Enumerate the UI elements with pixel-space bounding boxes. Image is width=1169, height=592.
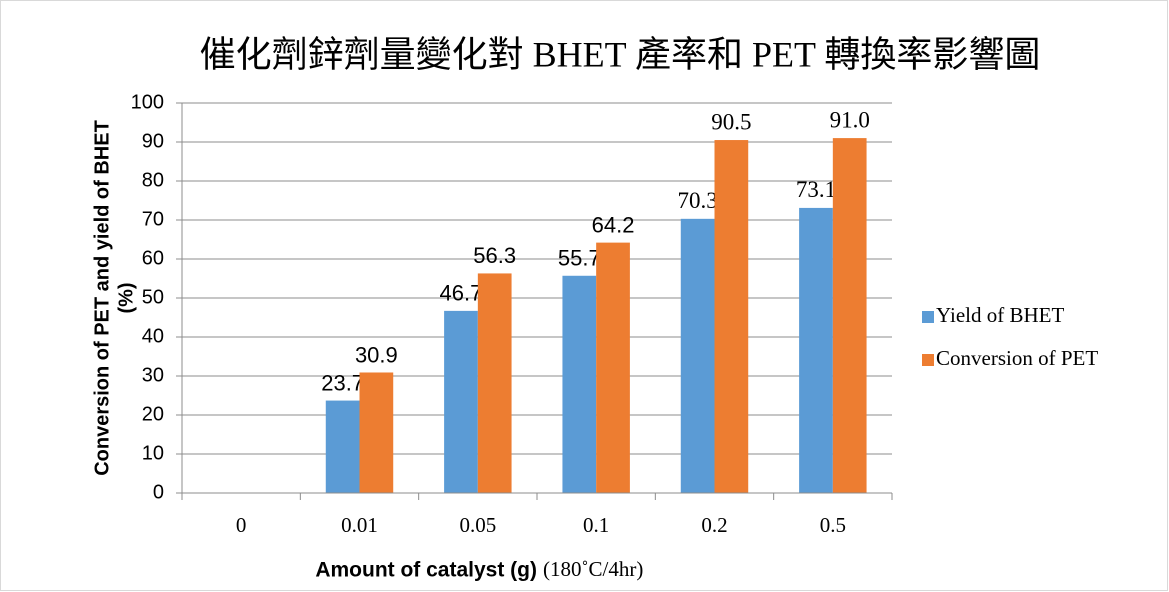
y-tick-label: 90 xyxy=(142,130,164,152)
data-label: 64.2 xyxy=(592,212,635,237)
legend-label: Yield of BHET xyxy=(936,303,1064,327)
legend-swatch xyxy=(922,354,934,366)
y-tick-label: 100 xyxy=(131,91,164,113)
x-axis-unit: (180˚C/4hr) xyxy=(543,557,643,581)
bar xyxy=(680,218,715,493)
chart-title: 催化劑鋅劑量變化對 BHET 產率和 PET 轉換率影響圖 xyxy=(200,34,1041,74)
x-tick-label: 0.1 xyxy=(583,513,609,537)
x-tick-label: 0.05 xyxy=(459,513,496,537)
y-tick-label: 30 xyxy=(142,364,164,386)
data-label: 23.7 xyxy=(321,370,364,395)
bar xyxy=(562,275,597,493)
legend-label: Conversion of PET xyxy=(936,346,1098,370)
bar xyxy=(325,400,360,493)
data-label: 90.5 xyxy=(711,109,751,134)
data-label: 46.7 xyxy=(440,281,483,306)
y-tick-label: 80 xyxy=(142,169,164,191)
x-tick-label: 0.5 xyxy=(820,513,846,537)
bar xyxy=(832,138,867,493)
y-axis-title: Conversion of PET and yield of BHET xyxy=(91,120,113,476)
y-tick-label: 50 xyxy=(142,286,164,308)
bar xyxy=(714,140,749,494)
y-tick-label: 70 xyxy=(142,208,164,230)
y-axis-unit: (%) xyxy=(115,282,137,313)
data-label: 73.1 xyxy=(796,177,836,202)
x-tick-label: 0.2 xyxy=(701,513,727,537)
data-label: 91.0 xyxy=(830,107,870,132)
legend-swatch xyxy=(922,311,934,323)
bar xyxy=(477,273,512,493)
x-axis-title: Amount of catalyst (g) xyxy=(315,559,537,582)
y-tick-label: 20 xyxy=(142,403,164,425)
x-tick-label: 0 xyxy=(236,513,247,537)
y-tick-label: 10 xyxy=(142,442,164,464)
data-label: 30.9 xyxy=(355,342,398,367)
data-label: 56.3 xyxy=(473,243,516,268)
data-label: 55.7 xyxy=(558,246,601,271)
bar xyxy=(596,242,630,493)
data-label: 70.3 xyxy=(678,188,718,213)
y-tick-label: 0 xyxy=(153,481,164,503)
bar xyxy=(359,372,394,493)
bar xyxy=(444,310,478,493)
x-tick-label: 0.01 xyxy=(341,513,378,537)
y-tick-label: 40 xyxy=(142,325,164,347)
y-tick-label: 60 xyxy=(142,247,164,269)
bar xyxy=(799,207,833,493)
